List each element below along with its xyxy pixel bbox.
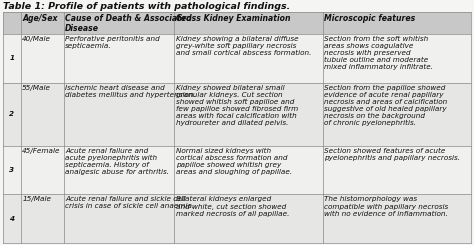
Text: Gross Kidney Examination: Gross Kidney Examination — [176, 14, 290, 23]
Text: Section from the soft whitish
areas shows coagulative
necrosis with preserved
tu: Section from the soft whitish areas show… — [324, 36, 433, 70]
Text: Section showed features of acute
pyelonephritis and papillary necrosis.: Section showed features of acute pyelone… — [324, 148, 460, 161]
Text: Kidney showed bilateral small
granular kidneys. Cut section
showed whitish soft : Kidney showed bilateral small granular k… — [176, 85, 298, 126]
Text: Age/Sex: Age/Sex — [22, 14, 58, 23]
Text: 1: 1 — [9, 55, 14, 61]
Bar — [3, 12, 471, 34]
Text: 4: 4 — [9, 216, 14, 222]
Text: 2: 2 — [9, 111, 14, 117]
Bar — [3, 194, 471, 243]
Text: 15/Male: 15/Male — [22, 196, 51, 202]
Bar — [3, 83, 471, 146]
Text: Table 1: Profile of patients with pathological findings.: Table 1: Profile of patients with pathol… — [3, 2, 290, 11]
Text: Kidney showing a bilateral diffuse
grey-white soft papillary necrosis
and small : Kidney showing a bilateral diffuse grey-… — [176, 36, 311, 56]
Text: Cause of Death & Associated
Disease: Cause of Death & Associated Disease — [65, 14, 191, 33]
Text: Normal sized kidneys with
cortical abscess formation and
papilloe showed whitish: Normal sized kidneys with cortical absce… — [176, 148, 292, 175]
Text: 55/Male: 55/Male — [22, 85, 51, 90]
Text: 3: 3 — [9, 167, 14, 173]
Bar — [3, 34, 471, 83]
Bar — [0, 0, 474, 12]
Text: Bilateral kidneys enlarged
and white, cut section showed
marked necrosis of all : Bilateral kidneys enlarged and white, cu… — [176, 196, 289, 217]
Text: 40/Male: 40/Male — [22, 36, 51, 42]
Text: Ischemic heart disease and
diabetes mellitus and hypertension.: Ischemic heart disease and diabetes mell… — [65, 85, 196, 98]
Bar — [3, 146, 471, 194]
Text: 45/Female: 45/Female — [22, 148, 61, 154]
Text: Acute renal failure and
acute pyelonephritis with
septicaemia. History of
analge: Acute renal failure and acute pyelonephr… — [65, 148, 169, 175]
Text: Microscopic features: Microscopic features — [324, 14, 415, 23]
Text: Perforative peritonitis and
septicaemia.: Perforative peritonitis and septicaemia. — [65, 36, 160, 49]
Text: Acute renal failure and sickle cell
crisis in case of sickle cell anaemia.: Acute renal failure and sickle cell cris… — [65, 196, 194, 209]
Text: The histomorphology was
compatible with papillary necrosis
with no evidence of i: The histomorphology was compatible with … — [324, 196, 448, 217]
Text: Section from the papilloe showed
evidence of acute renal papillary
necrosis and : Section from the papilloe showed evidenc… — [324, 85, 447, 126]
